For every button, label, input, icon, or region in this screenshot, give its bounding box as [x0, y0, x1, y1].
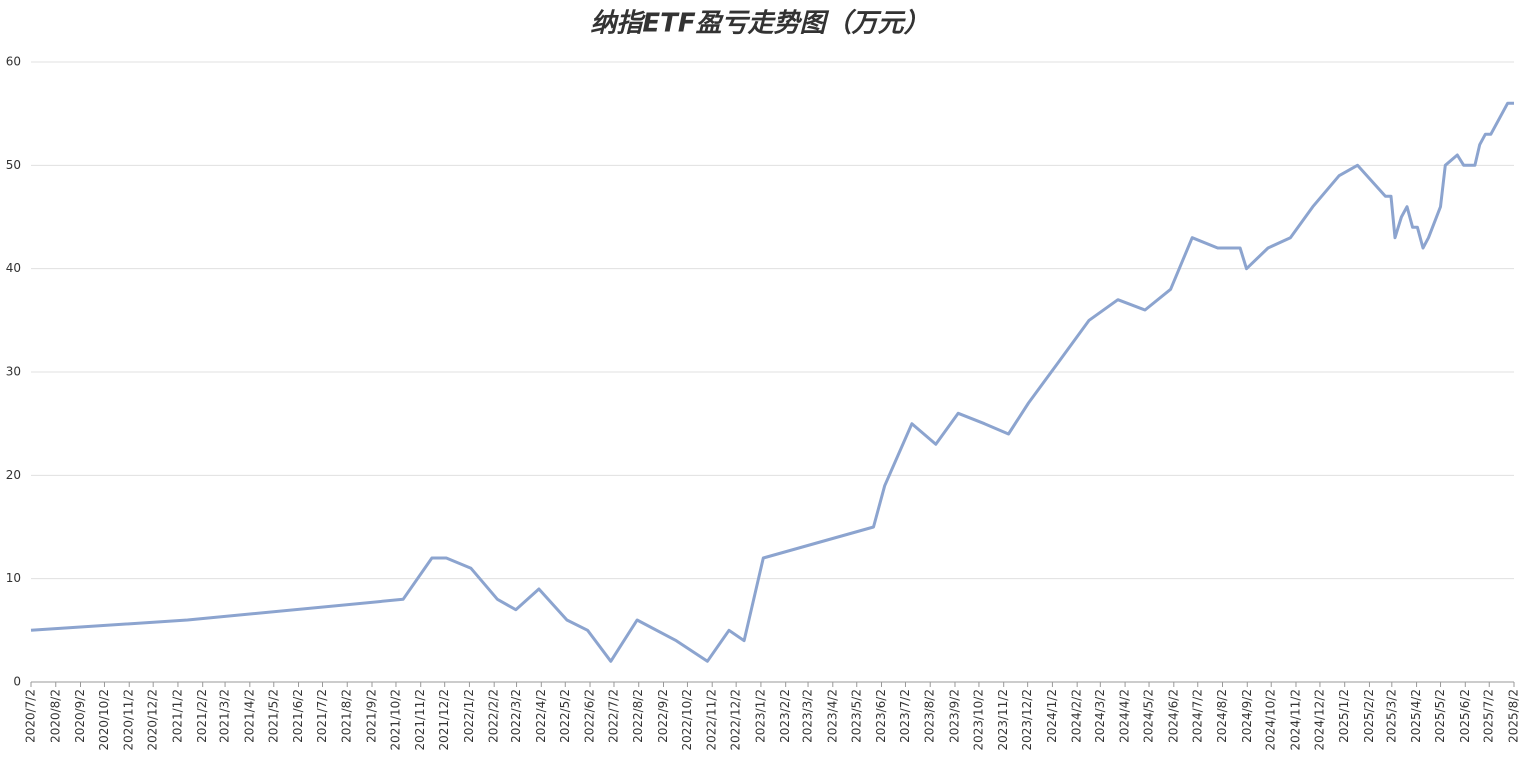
x-tick-label: 2020/10/2 — [97, 689, 111, 751]
x-tick-label: 2024/11/2 — [1288, 689, 1302, 751]
x-tick-label: 2023/9/2 — [947, 689, 961, 743]
x-tick-label: 2020/8/2 — [48, 689, 62, 743]
x-tick-label: 2023/3/2 — [801, 689, 815, 743]
chart-title: 纳指ETF盈亏走势图（万元） — [590, 9, 929, 39]
y-tick-label: 50 — [6, 158, 21, 172]
x-tick-label: 2023/2/2 — [778, 689, 792, 743]
x-tick-label: 2023/4/2 — [825, 689, 839, 743]
x-tick-label: 2022/9/2 — [656, 689, 670, 743]
x-tick-label: 2021/2/2 — [195, 689, 209, 743]
x-tick-label: 2020/9/2 — [73, 689, 87, 743]
x-tick-label: 2023/1/2 — [753, 689, 767, 743]
x-tick-label: 2023/8/2 — [923, 689, 937, 743]
x-tick-label: 2021/11/2 — [413, 689, 427, 751]
x-tick-label: 2024/12/2 — [1312, 689, 1326, 751]
x-tick-label: 2020/11/2 — [122, 689, 136, 751]
x-tick-label: 2024/8/2 — [1215, 689, 1229, 743]
x-tick-label: 2024/2/2 — [1070, 689, 1084, 743]
x-tick-label: 2023/10/2 — [971, 689, 985, 751]
x-tick-label: 2022/4/2 — [534, 689, 548, 743]
x-tick-label: 2021/7/2 — [315, 689, 329, 743]
y-tick-label: 20 — [6, 468, 21, 482]
x-tick-label: 2022/1/2 — [462, 689, 476, 743]
x-tick-label: 2021/12/2 — [437, 689, 451, 751]
x-tick-label: 2022/10/2 — [680, 689, 694, 751]
x-tick-label: 2021/10/2 — [388, 689, 402, 751]
x-tick-label: 2022/12/2 — [729, 689, 743, 751]
x-tick-label: 2022/5/2 — [558, 689, 572, 743]
x-tick-label: 2025/3/2 — [1384, 689, 1398, 743]
x-tick-label: 2021/6/2 — [291, 689, 305, 743]
x-tick-label: 2022/8/2 — [631, 689, 645, 743]
y-tick-label: 0 — [13, 675, 21, 689]
x-tick-label: 2020/7/2 — [24, 689, 38, 743]
x-tick-label: 2023/6/2 — [874, 689, 888, 743]
x-tick-label: 2024/4/2 — [1118, 689, 1132, 743]
x-tick-label: 2025/7/2 — [1482, 689, 1496, 743]
x-tick-label: 2022/3/2 — [509, 689, 523, 743]
y-tick-label: 30 — [6, 365, 21, 379]
x-tick-label: 2021/9/2 — [365, 689, 379, 743]
x-tick-label: 2025/5/2 — [1433, 689, 1447, 743]
x-tick-label: 2024/3/2 — [1093, 689, 1107, 743]
x-tick-label: 2023/11/2 — [996, 689, 1010, 751]
x-tick-label: 2024/7/2 — [1190, 689, 1204, 743]
x-tick-label: 2025/8/2 — [1507, 689, 1521, 743]
x-tick-label: 2023/7/2 — [898, 689, 912, 743]
x-tick-label: 2024/1/2 — [1045, 689, 1059, 743]
x-tick-label: 2021/3/2 — [218, 689, 232, 743]
y-tick-label: 60 — [6, 55, 21, 69]
x-tick-label: 2025/2/2 — [1362, 689, 1376, 743]
x-tick-label: 2021/5/2 — [266, 689, 280, 743]
data-line — [30, 101, 1514, 663]
x-tick-label: 2024/5/2 — [1142, 689, 1156, 743]
x-tick-label: 2024/6/2 — [1166, 689, 1180, 743]
x-tick-label: 2022/2/2 — [487, 689, 501, 743]
x-tick-label: 2021/4/2 — [242, 689, 256, 743]
x-tick-label: 2023/12/2 — [1020, 689, 1034, 751]
x-tick-label: 2020/12/2 — [146, 689, 160, 751]
x-tick-label: 2022/11/2 — [705, 689, 719, 751]
x-tick-label: 2021/1/2 — [170, 689, 184, 743]
x-tick-label: 2021/8/2 — [340, 689, 354, 743]
y-tick-label: 40 — [6, 261, 21, 275]
x-tick-label: 2025/6/2 — [1458, 689, 1472, 743]
x-tick-label: 2025/1/2 — [1337, 689, 1351, 743]
x-tick-label: 2025/4/2 — [1409, 689, 1423, 743]
y-tick-label: 10 — [6, 571, 21, 585]
x-tick-label: 2024/10/2 — [1264, 689, 1278, 751]
x-tick-label: 2022/6/2 — [583, 689, 597, 743]
x-tick-label: 2022/7/2 — [606, 689, 620, 743]
x-tick-label: 2024/9/2 — [1240, 689, 1254, 743]
x-tick-label: 2023/5/2 — [849, 689, 863, 743]
